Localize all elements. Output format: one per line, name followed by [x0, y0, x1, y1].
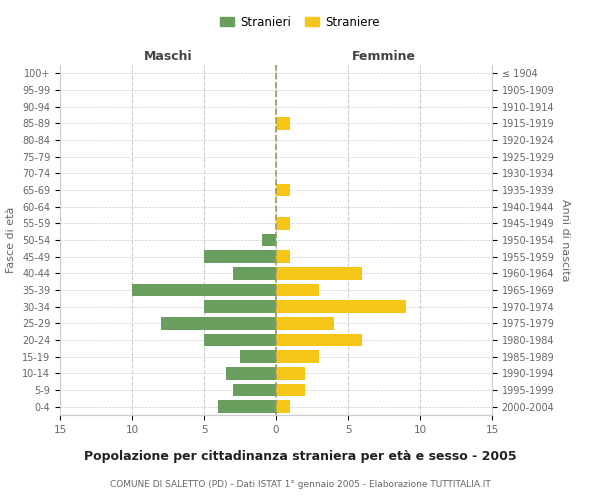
Text: COMUNE DI SALETTO (PD) - Dati ISTAT 1° gennaio 2005 - Elaborazione TUTTITALIA.IT: COMUNE DI SALETTO (PD) - Dati ISTAT 1° g…: [110, 480, 490, 489]
Text: Femmine: Femmine: [352, 50, 416, 64]
Y-axis label: Anni di nascita: Anni di nascita: [560, 198, 570, 281]
Text: Popolazione per cittadinanza straniera per età e sesso - 2005: Popolazione per cittadinanza straniera p…: [83, 450, 517, 463]
Bar: [204, 334, 276, 346]
Bar: [204, 300, 276, 313]
Bar: [276, 284, 319, 296]
Bar: [276, 217, 290, 230]
Bar: [276, 117, 290, 130]
Bar: [276, 317, 334, 330]
Bar: [240, 350, 276, 363]
Bar: [233, 267, 276, 280]
Bar: [262, 234, 276, 246]
Y-axis label: Fasce di età: Fasce di età: [7, 207, 16, 273]
Bar: [161, 317, 276, 330]
Bar: [276, 384, 305, 396]
Bar: [276, 400, 290, 413]
Text: Maschi: Maschi: [143, 50, 193, 64]
Bar: [218, 400, 276, 413]
Bar: [276, 250, 290, 263]
Bar: [204, 250, 276, 263]
Legend: Stranieri, Straniere: Stranieri, Straniere: [215, 11, 385, 34]
Bar: [276, 184, 290, 196]
Bar: [276, 367, 305, 380]
Bar: [233, 384, 276, 396]
Bar: [226, 367, 276, 380]
Bar: [276, 334, 362, 346]
Bar: [276, 300, 406, 313]
Bar: [276, 350, 319, 363]
Bar: [276, 267, 362, 280]
Bar: [132, 284, 276, 296]
